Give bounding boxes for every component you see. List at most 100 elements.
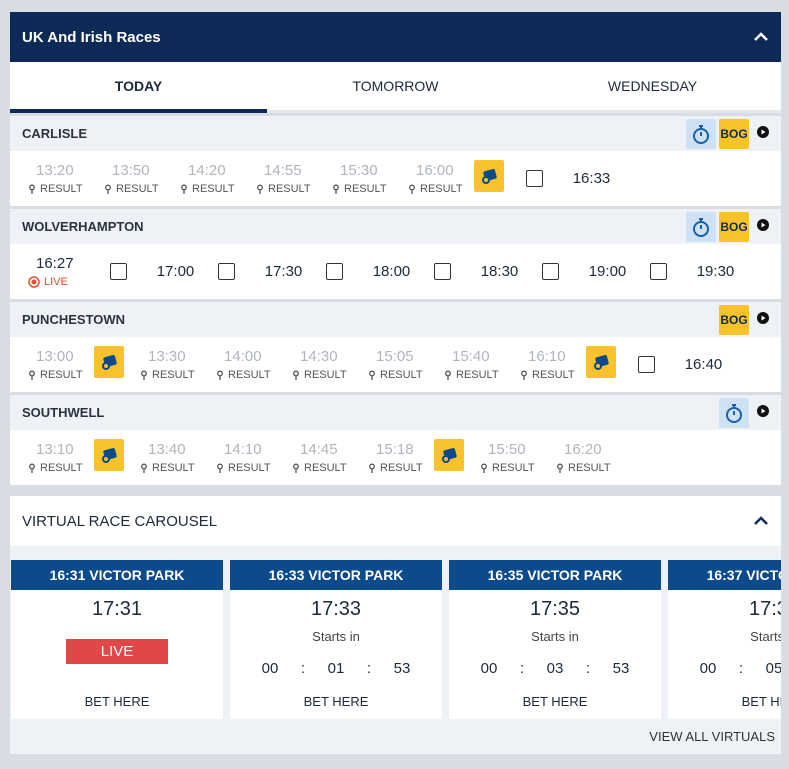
race[interactable]: 15:18 RESULT: [358, 441, 434, 474]
checkbox[interactable]: [649, 263, 667, 280]
race[interactable]: 16:00 RESULT: [398, 162, 474, 195]
race[interactable]: 14:00 RESULT: [206, 348, 282, 381]
boost-icon: [94, 345, 124, 378]
race-time: 13:50: [112, 162, 150, 179]
race[interactable]: 16:10 RESULT: [510, 348, 586, 381]
race[interactable]: 19:00: [526, 263, 634, 280]
race[interactable]: 16:20 RESULT: [546, 441, 622, 474]
race[interactable]: 16:40: [622, 356, 730, 373]
checkbox[interactable]: [525, 170, 543, 187]
bet-here[interactable]: BET HERE: [522, 694, 588, 709]
collapse-icon[interactable]: [753, 32, 769, 42]
race[interactable]: 18:30: [418, 263, 526, 280]
pin-icon: [29, 370, 35, 380]
race[interactable]: 14:30 RESULT: [282, 348, 358, 381]
meeting-name[interactable]: SOUTHWELL: [22, 405, 105, 420]
race[interactable]: 13:10 RESULT: [18, 441, 94, 474]
countdown: 00: 01: 53: [254, 660, 419, 677]
play-icon: [757, 312, 769, 324]
collapse-icon[interactable]: [753, 516, 769, 526]
race[interactable]: 14:10 RESULT: [206, 441, 282, 474]
timer-icon: [686, 211, 716, 242]
play-icon: [757, 405, 769, 417]
starts-in: Starts in: [750, 629, 781, 644]
checkbox[interactable]: [325, 263, 343, 280]
status-label: RESULT: [344, 183, 387, 195]
checkbox[interactable]: [217, 263, 235, 280]
race-status: RESULT: [180, 183, 246, 195]
race-time: 18:30: [480, 263, 519, 280]
race[interactable]: 15:50 RESULT: [470, 441, 546, 474]
play-button[interactable]: [757, 126, 769, 141]
race[interactable]: 13:30 RESULT: [130, 348, 206, 381]
race-row: 13:20 RESULT 13:50 RESULT 14:20 RESULT 14:55 RE…: [10, 151, 781, 206]
meeting-name[interactable]: WOLVERHAMPTON: [22, 219, 144, 234]
meeting-header: SOUTHWELL: [10, 395, 781, 430]
boost-icon: [94, 438, 124, 471]
panel-header[interactable]: UK And Irish Races: [10, 12, 781, 62]
checkbox[interactable]: [637, 356, 655, 373]
starts-in: Starts in: [531, 629, 579, 644]
virtual-card[interactable]: 16:33 VICTOR PARK 17:33 Starts in 00: 01: 53 B…: [230, 560, 442, 719]
race-time: 16:40: [684, 356, 723, 373]
race[interactable]: 16:33: [510, 170, 618, 187]
pin-icon: [409, 184, 415, 194]
boost-glyph: [594, 354, 609, 370]
bog-badge: BOG: [719, 118, 749, 149]
bet-here[interactable]: BET HERE: [741, 694, 781, 709]
day-tab[interactable]: TOMORROW: [267, 62, 524, 113]
countdown-value: 01: [327, 660, 345, 677]
meeting-name[interactable]: PUNCHESTOWN: [22, 312, 126, 327]
race[interactable]: 17:00: [94, 263, 202, 280]
status-label: RESULT: [152, 462, 195, 474]
bet-here[interactable]: BET HERE: [303, 694, 369, 709]
race[interactable]: 15:05 RESULT: [358, 348, 434, 381]
day-tab[interactable]: TODAY: [10, 62, 267, 113]
virtual-card[interactable]: 16:31 VICTOR PARK 17:31 LIVE BET HERE: [11, 560, 223, 719]
race[interactable]: 14:55 RESULT: [246, 162, 322, 195]
status-label: RESULT: [568, 462, 611, 474]
race[interactable]: 13:50 RESULT: [94, 162, 170, 195]
checkbox[interactable]: [433, 263, 451, 280]
race[interactable]: 15:40 RESULT: [434, 348, 510, 381]
race[interactable]: 13:20 RESULT: [18, 162, 94, 195]
race[interactable]: 16:27 LIVE: [18, 255, 94, 288]
pin-icon: [141, 463, 147, 473]
view-all-link[interactable]: VIEW ALL VIRTUALS: [649, 729, 775, 744]
race[interactable]: 13:40 RESULT: [130, 441, 206, 474]
race[interactable]: 18:00: [310, 263, 418, 280]
pin-icon: [333, 184, 339, 194]
race[interactable]: 17:30: [202, 263, 310, 280]
race[interactable]: 19:30: [634, 263, 742, 280]
race-status: RESULT: [28, 462, 94, 474]
play-icon: [757, 219, 769, 231]
boost-glyph: [482, 168, 497, 184]
race-row: 16:27 LIVE 17:00 17:30 18:00 18:30 19:00 19:30: [10, 244, 781, 299]
meeting-header: PUNCHESTOWN BOG: [10, 302, 781, 337]
checkbox[interactable]: [541, 263, 559, 280]
race-status: RESULT: [368, 462, 434, 474]
pin-icon: [217, 463, 223, 473]
bet-here[interactable]: BET HERE: [84, 694, 150, 709]
race[interactable]: 15:30 RESULT: [322, 162, 398, 195]
checkbox[interactable]: [109, 263, 127, 280]
meeting-name[interactable]: CARLISLE: [22, 126, 87, 141]
race[interactable]: 13:00 RESULT: [18, 348, 94, 381]
timer-icon: [686, 118, 716, 149]
virtual-header[interactable]: VIRTUAL RACE CAROUSEL: [10, 496, 781, 546]
bog-badge: BOG: [719, 211, 749, 242]
pin-icon: [557, 463, 563, 473]
play-button[interactable]: [757, 219, 769, 234]
status-label: RESULT: [40, 369, 83, 381]
countdown-separator: :: [300, 660, 306, 677]
day-tab[interactable]: WEDNESDAY: [524, 62, 781, 113]
play-button[interactable]: [757, 312, 769, 327]
play-button[interactable]: [757, 405, 769, 420]
timer-icon: [719, 397, 749, 428]
virtual-card[interactable]: 16:35 VICTOR PARK 17:35 Starts in 00: 03: 53 B…: [449, 560, 661, 719]
status-label: RESULT: [268, 183, 311, 195]
race[interactable]: 14:20 RESULT: [170, 162, 246, 195]
race-time: 14:10: [224, 441, 262, 458]
race[interactable]: 14:45 RESULT: [282, 441, 358, 474]
